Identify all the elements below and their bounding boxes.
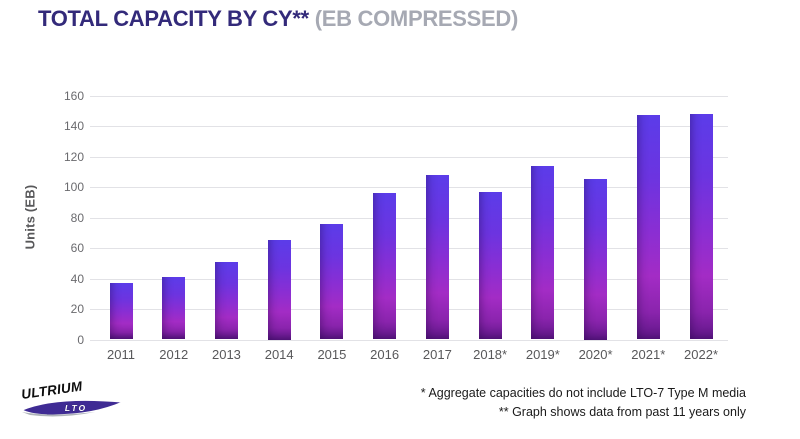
x-tick-label: 2018*	[473, 346, 508, 362]
bar-2015	[320, 223, 344, 340]
gridline	[90, 187, 728, 188]
x-tick-label: 2020*	[578, 346, 613, 362]
bar-2021	[636, 115, 660, 340]
x-tick-label: 2017	[422, 346, 452, 362]
x-tick-label: 2016	[370, 346, 400, 362]
bar-2012	[162, 276, 186, 340]
x-tick-label: 2022*	[684, 346, 719, 362]
footnote-years: ** Graph shows data from past 11 years o…	[498, 405, 746, 419]
y-tick-label: 120	[63, 149, 84, 164]
x-tick-label: 2011	[107, 346, 135, 362]
page-title: TOTAL CAPACITY BY CY** (EB COMPRESSED)	[38, 6, 518, 32]
bar-2011	[109, 283, 133, 340]
page-title-sub: (EB COMPRESSED)	[314, 6, 519, 31]
bar-2016	[373, 193, 397, 340]
gridline	[90, 248, 728, 249]
logo-swoosh-tail	[22, 412, 95, 417]
y-tick-label: 20	[70, 302, 84, 316]
bar-2017	[425, 174, 449, 340]
y-tick-label: 60	[70, 241, 84, 255]
bar-2014	[267, 240, 291, 340]
gridline	[90, 95, 728, 97]
bar-2019	[531, 165, 555, 340]
y-tick-label: 140	[63, 119, 84, 133]
y-tick-label: 160	[63, 88, 84, 103]
logo-brand-label: ULTRIUM	[20, 380, 83, 402]
x-tick-label: 2012	[159, 346, 189, 362]
bar-2020	[584, 179, 608, 340]
gridline	[90, 309, 728, 310]
y-tick-label: 80	[70, 210, 84, 225]
bar-2013	[214, 261, 238, 340]
y-tick-label: 40	[70, 271, 84, 286]
bar-2022	[689, 113, 713, 340]
footnote-aggregate: * Aggregate capacities do not include LT…	[420, 386, 746, 400]
gridline	[90, 217, 728, 219]
x-tick-label: 2014	[264, 346, 294, 362]
page-title-main: TOTAL CAPACITY BY CY**	[38, 6, 315, 31]
footnotes: * Aggregate capacities do not include LT…	[421, 384, 746, 422]
x-tick-label: 2015	[317, 346, 347, 362]
y-axis-title: Units (EB)	[22, 184, 38, 250]
x-tick-label: 2013	[211, 346, 241, 362]
gridline	[90, 278, 728, 280]
gridline	[90, 339, 728, 341]
y-tick-label: 100	[63, 180, 84, 194]
y-tick-label: 0	[77, 332, 84, 347]
gridline	[90, 156, 728, 158]
logo-lto-label: LTO	[65, 403, 87, 413]
bar-2018	[478, 191, 502, 340]
gridline	[90, 126, 728, 127]
x-tick-label: 2019*	[525, 346, 560, 362]
ultrium-lto-logo: LTO ULTRIUM	[20, 380, 124, 417]
x-tick-label: 2021*	[631, 346, 666, 362]
